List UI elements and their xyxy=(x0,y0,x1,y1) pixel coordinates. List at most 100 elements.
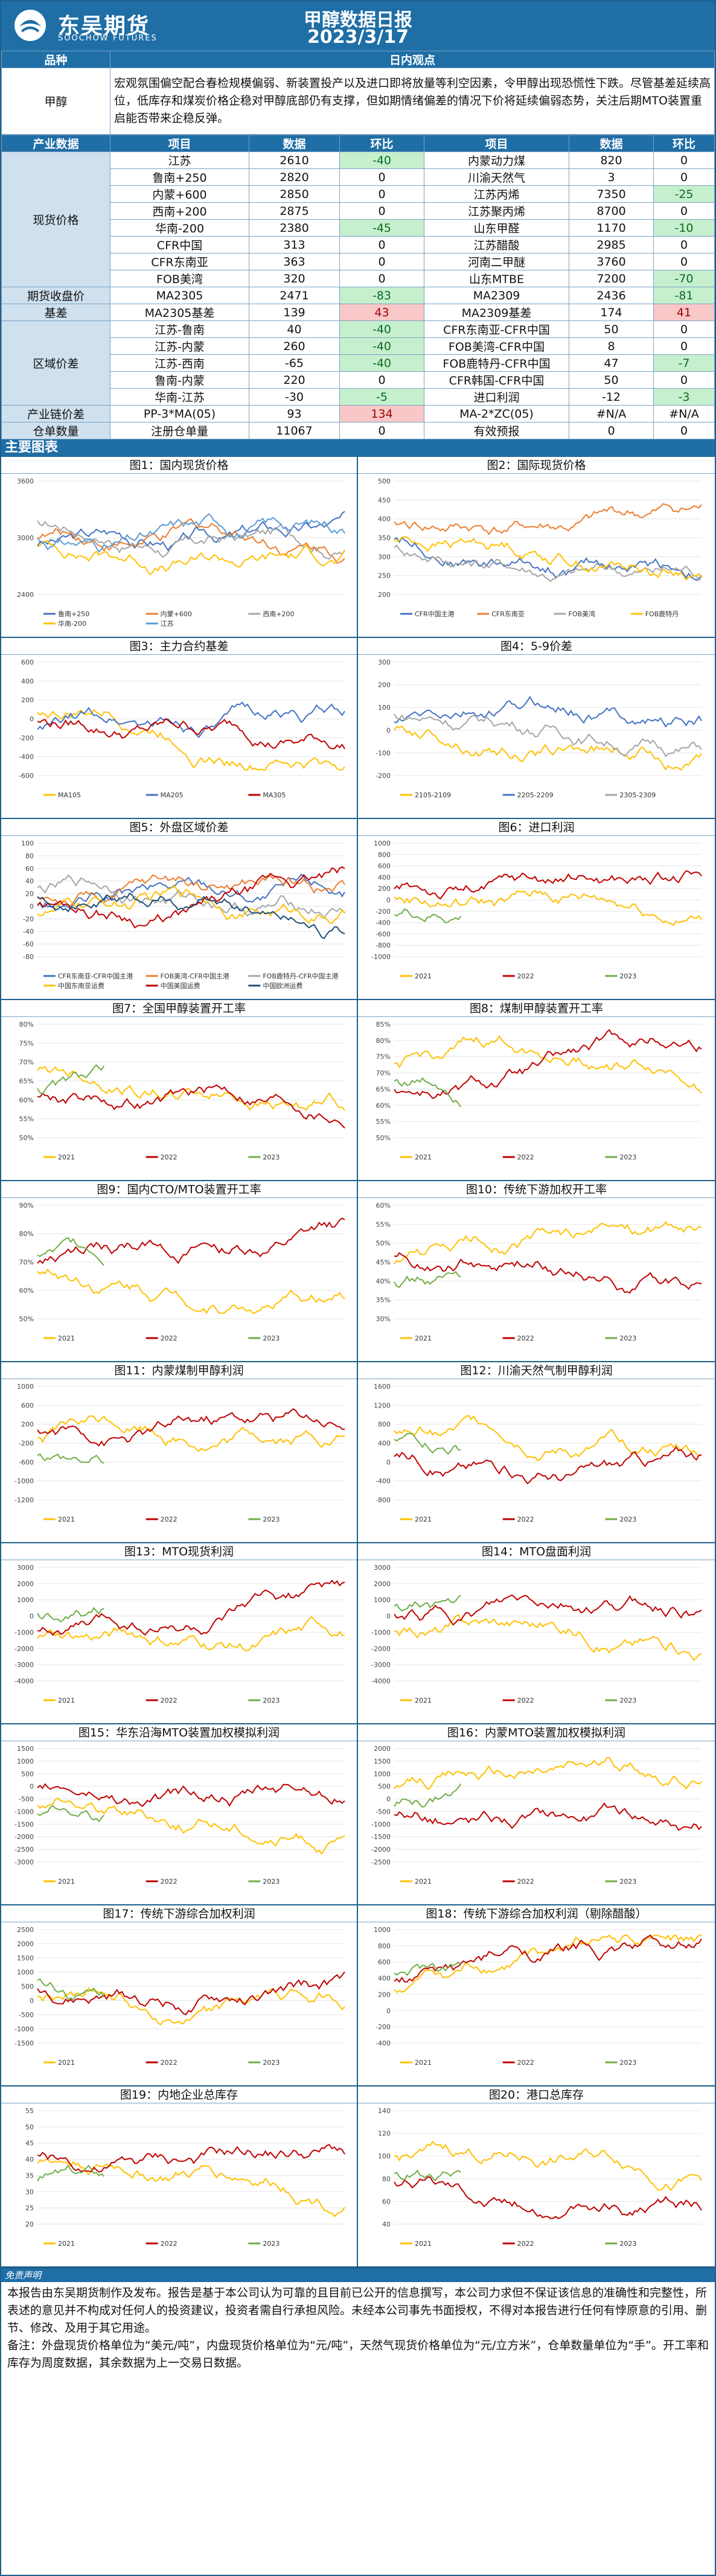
series-line xyxy=(394,2176,702,2219)
chart-title: 图5：外盘区域价差 xyxy=(1,819,357,836)
table-cell: 0 xyxy=(653,320,715,338)
y-tick-label: -1000 xyxy=(14,2026,34,2033)
y-tick-label: 2400 xyxy=(17,591,34,599)
y-tick-label: 50% xyxy=(376,1240,391,1248)
legend-label: 2022 xyxy=(517,1516,534,1523)
table-cell: 8700 xyxy=(569,202,654,220)
y-tick-label: -3000 xyxy=(14,1858,34,1866)
table-cell: -40 xyxy=(339,337,424,355)
y-tick-label: -2000 xyxy=(371,1645,391,1653)
y-tick-label: 3000 xyxy=(17,1564,34,1572)
table-cell: 川渝天然气 xyxy=(424,168,569,186)
y-tick-label: -1500 xyxy=(14,1820,34,1828)
series-line xyxy=(37,2164,104,2182)
chart-title: 图20：港口总库存 xyxy=(358,2087,715,2103)
table-cell: #N/A xyxy=(653,405,715,422)
series-line xyxy=(37,520,345,560)
table-cell: 2610 xyxy=(249,151,340,169)
table-cell: 93 xyxy=(249,405,340,422)
y-tick-label: -2000 xyxy=(14,1645,34,1653)
legend-label: 内蒙+600 xyxy=(161,610,192,618)
table-cell: MA2305 xyxy=(110,287,249,304)
y-tick-label: 1000 xyxy=(374,1596,391,1604)
legend-label: 2021 xyxy=(415,2059,432,2067)
table-cell: CFR韩国-CFR中国 xyxy=(424,371,569,389)
legend-label: 2021 xyxy=(415,1516,432,1523)
table-cell: -3 xyxy=(653,388,715,406)
chart-panel: 图7：全国甲醇装置开工率 80% 75% 70% 65% 60% 55% 50% 2021 202… xyxy=(1,1000,358,1181)
series-line xyxy=(37,518,345,564)
chart-title: 图15：华东沿海MTO装置加权模拟利润 xyxy=(1,1724,357,1741)
legend-label: FOB鹿特丹 xyxy=(645,610,679,618)
table-cell: 174 xyxy=(569,304,654,321)
chart-title: 图2：国际现货价格 xyxy=(358,457,715,474)
series-line xyxy=(37,1064,105,1095)
disclaimer-note: 备注：外盘现货价格单位为“美元/吨”，内盘现货价格单位为“元/吨”，天然气现货价… xyxy=(7,2339,709,2370)
table-cell: 47 xyxy=(569,354,654,372)
y-tick-label: 40 xyxy=(382,2221,391,2228)
series-line xyxy=(37,718,345,750)
table-cell: 40 xyxy=(249,320,340,338)
table-cell: 江苏聚丙烯 xyxy=(424,202,569,220)
chart-plot: 85% 80% 75% 70% 65% 60% 55% 50% 2021 2022 2023 xyxy=(376,1021,702,1161)
legend-label: 2022 xyxy=(517,1697,534,1704)
series-line xyxy=(37,874,345,907)
chart-title: 图16：内蒙MTO装置加权模拟利润 xyxy=(358,1724,715,1741)
legend-label: 2021 xyxy=(415,1334,432,1342)
table-cell: -45 xyxy=(339,219,424,237)
legend-label: 2023 xyxy=(619,972,636,980)
report-header: 东吴期货 SOOCHOW FUTURES 甲醇数据日报 2023/3/17 xyxy=(1,1,715,51)
table-cell: -40 xyxy=(339,151,424,169)
table-cell: 华南-200 xyxy=(110,219,249,237)
table-cell: CFR东南亚-CFR中国 xyxy=(424,320,569,338)
y-tick-label: 60 xyxy=(25,865,34,873)
legend-label: 2023 xyxy=(263,1334,280,1342)
table-cell: 0 xyxy=(339,185,424,203)
table-cell: 江苏-内蒙 xyxy=(110,337,249,355)
view-label-title: 日内观点 xyxy=(110,51,715,68)
legend-label: CFR中国主港 xyxy=(415,610,455,618)
table-cell: 内蒙+600 xyxy=(110,185,249,203)
y-tick-label: 500 xyxy=(21,1983,34,1991)
y-tick-label: 50 xyxy=(25,2123,34,2131)
chart-panel: 图5：外盘区域价差 100 80 60 40 20 0 -20 -40 -60 -80 CFR东南亚-… xyxy=(1,819,358,1000)
y-tick-label: 70% xyxy=(19,1258,34,1266)
table-cell: -12 xyxy=(569,388,654,406)
table-cell: 0 xyxy=(569,422,654,439)
y-tick-label: 200 xyxy=(21,1421,34,1429)
series-line xyxy=(394,725,702,771)
disclaimer: 免责声明 本报告由东吴期货制作及发布。报告是基于本公司认为可靠的且目前已公开的信… xyxy=(1,2268,715,2376)
table-cell: 3760 xyxy=(569,253,654,270)
y-tick-label: 300 xyxy=(378,553,391,561)
row-category: 基差 xyxy=(1,304,110,321)
chart-title: 图4：5-9价差 xyxy=(358,638,715,655)
table-cell: 0 xyxy=(653,151,715,169)
y-tick-label: -2000 xyxy=(371,1846,391,1854)
table-cell: 0 xyxy=(339,270,424,287)
series-line xyxy=(394,695,702,728)
legend-label: 2205-2209 xyxy=(517,791,554,799)
y-tick-label: 2000 xyxy=(17,1940,34,1948)
table-cell: 2875 xyxy=(249,202,340,220)
legend-label: 2022 xyxy=(161,1334,177,1342)
legend-label: FOB美湾 xyxy=(569,610,596,618)
table-cell: 139 xyxy=(249,304,340,321)
view-label-col: 品种 xyxy=(1,51,110,68)
series-line xyxy=(394,890,702,926)
chart-title: 图18：传统下游综合加权利润（剔除醋酸） xyxy=(358,1905,715,1922)
chart-panel: 图11：内蒙煤制甲醇利润 1000 600 200 -200 -600 -1000 -1200… xyxy=(1,1362,358,1543)
series-line xyxy=(394,870,702,900)
col-header-value: 数据 xyxy=(249,135,340,152)
chart-plot: 55 50 45 40 35 30 25 20 2021 2022 2023 xyxy=(25,2107,345,2248)
legend-label: 2023 xyxy=(263,2059,280,2067)
table-cell: 山东MTBE xyxy=(424,270,569,287)
legend-label: CFR东南亚-CFR中国主港 xyxy=(58,972,133,980)
y-tick-label: -100 xyxy=(376,749,391,757)
legend-label: 中国美国运费 xyxy=(161,982,200,990)
chart-plot: 60% 55% 50% 45% 40% 35% 30% 2021 2022 2023 xyxy=(376,1202,702,1342)
y-tick-label: -400 xyxy=(376,1478,391,1485)
y-tick-label: -3000 xyxy=(371,1661,391,1669)
series-line xyxy=(37,513,345,553)
table-cell: 50 xyxy=(569,371,654,389)
y-tick-label: 80% xyxy=(19,1230,34,1238)
